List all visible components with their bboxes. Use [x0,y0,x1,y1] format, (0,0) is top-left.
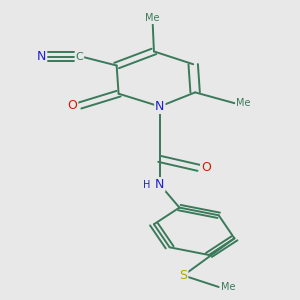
Text: O: O [68,99,77,112]
Text: N: N [37,50,46,63]
Text: C: C [76,52,83,61]
Text: S: S [179,269,188,282]
Text: N: N [155,178,164,191]
Text: Me: Me [146,13,160,23]
Text: Me: Me [221,282,235,292]
Text: O: O [201,161,211,174]
Text: H: H [142,180,150,190]
Text: Me: Me [236,98,251,108]
Text: N: N [155,100,164,113]
